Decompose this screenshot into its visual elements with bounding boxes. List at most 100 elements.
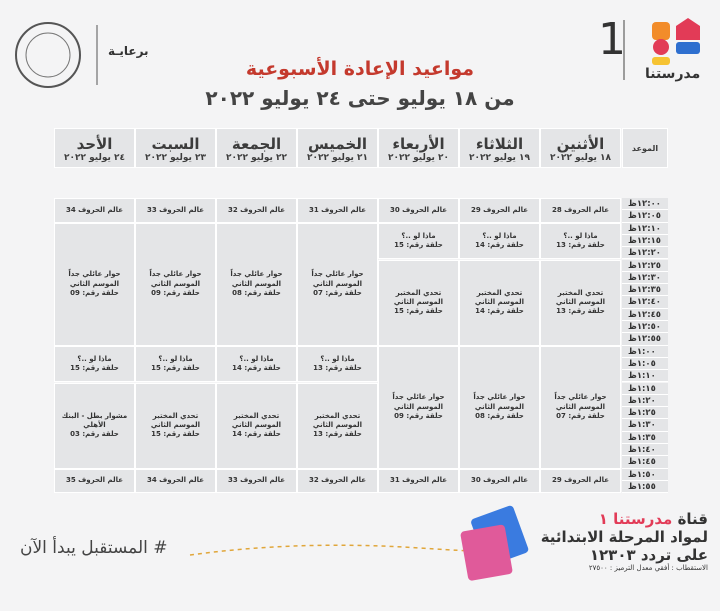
program-episode: حلقة رقم: 15 bbox=[70, 364, 119, 373]
program-episode: حلقة رقم: 14 bbox=[232, 364, 281, 373]
day-name: الأثنين bbox=[556, 135, 605, 153]
day-date: ٢٤ يوليو ٢٠٢٢ bbox=[64, 153, 125, 163]
program-title: عالم الحروف 32 bbox=[308, 476, 367, 485]
day-name: الأربعاء bbox=[392, 135, 445, 153]
channel-info: قناة مدرستنا ١ لمواد المرحلة الابتدائية … bbox=[541, 510, 708, 572]
specs: الاستقطاب : أفقي معدل الترميز : ٢٧٥٠٠ bbox=[588, 564, 708, 572]
program-title: ماذا لو ..؟ bbox=[320, 354, 355, 363]
program-cell: حوار عائلي جداً الموسم الثاني حلقة رقم: 0… bbox=[135, 222, 216, 346]
program-title: حوار عائلي جداً الموسم الثاني bbox=[554, 393, 607, 411]
day-header: الثلاثاء ١٩ يوليو ٢٠٢٢ bbox=[459, 128, 540, 168]
program-cell: ماذا لو ..؟ حلقة رقم: 13 bbox=[540, 222, 621, 260]
program-cell: مشوار بطل - البنك الأهلي حلقة رقم: 03 bbox=[54, 382, 135, 469]
program-title: عالم الحروف 34 bbox=[65, 205, 124, 214]
program-title: عالم الحروف 33 bbox=[146, 205, 205, 214]
day-header: الأربعاء ٢٠ يوليو ٢٠٢٢ bbox=[378, 128, 459, 168]
time-cell: ١٢:١٥ظ bbox=[622, 234, 668, 248]
program-episode: حلقة رقم: 13 bbox=[313, 430, 362, 439]
program-cell: عالم الحروف 33 bbox=[216, 468, 297, 494]
day-header: الأثنين ١٨ يوليو ٢٠٢٢ bbox=[540, 128, 621, 168]
time-cell: ١٢:٠٥ظ bbox=[622, 210, 668, 223]
program-cell: ماذا لو ..؟ حلقة رقم: 15 bbox=[378, 222, 459, 260]
program-cell: حوار عائلي جداً الموسم الثاني حلقة رقم: 0… bbox=[54, 222, 135, 346]
day-header: الخميس ٢١ يوليو ٢٠٢٢ bbox=[297, 128, 378, 168]
program-episode: حلقة رقم: 15 bbox=[394, 307, 443, 316]
program-cell: ماذا لو ..؟ حلقة رقم: 15 bbox=[135, 345, 216, 383]
program-episode: حلقة رقم: 15 bbox=[394, 241, 443, 250]
program-title: ماذا لو ..؟ bbox=[482, 231, 517, 240]
time-cell: ١:٠٠ظ bbox=[622, 345, 668, 358]
hashtag: # المستقبل يبدأ الآن bbox=[20, 538, 168, 558]
time-cell: ١:٣٥ظ bbox=[622, 431, 668, 444]
program-cell: ماذا لو ..؟ حلقة رقم: 15 bbox=[54, 345, 135, 383]
program-cell: ماذا لو ..؟ حلقة رقم: 13 bbox=[297, 345, 378, 383]
program-cell: عالم الحروف 31 bbox=[297, 198, 378, 223]
program-title: عالم الحروف 33 bbox=[227, 476, 286, 485]
day-name: الخميس bbox=[308, 135, 367, 153]
time-cell: ١:٥٥ظ bbox=[622, 480, 668, 494]
program-cell: تحدي المختبر الموسم الثاني حلقة رقم: 13 bbox=[540, 259, 621, 346]
channel-line: قناة مدرستنا ١ bbox=[541, 510, 708, 528]
day-date: ٢٢ يوليو ٢٠٢٢ bbox=[226, 153, 287, 163]
day-date: ٢٠ يوليو ٢٠٢٢ bbox=[388, 153, 449, 163]
time-cell: ١:٠٥ظ bbox=[622, 357, 668, 371]
program-title: تحدي المختبر الموسم الثاني bbox=[555, 288, 606, 306]
program-episode: حلقة رقم: 14 bbox=[475, 241, 524, 250]
program-cell: عالم الحروف 35 bbox=[54, 468, 135, 494]
program-episode: حلقة رقم: 13 bbox=[313, 364, 362, 373]
time-cell: ١٢:٣٥ظ bbox=[622, 284, 668, 297]
frequency: على تردد ١٢٣٠٣ bbox=[589, 546, 708, 564]
program-title: عالم الحروف 30 bbox=[470, 476, 529, 485]
time-cell: ١٢:٥٥ظ bbox=[622, 333, 668, 346]
program-episode: حلقة رقم: 09 bbox=[394, 411, 443, 420]
program-cell: عالم الحروف 30 bbox=[459, 468, 540, 494]
program-title: تحدي المختبر الموسم الثاني bbox=[393, 288, 444, 306]
program-title: حوار عائلي جداً الموسم الثاني bbox=[392, 393, 445, 411]
program-cell: عالم الحروف 29 bbox=[540, 468, 621, 494]
program-title: عالم الحروف 32 bbox=[227, 205, 286, 214]
program-cell: حوار عائلي جداً الموسم الثاني حلقة رقم: 0… bbox=[297, 222, 378, 346]
time-cell: ١٢:٤٥ظ bbox=[622, 308, 668, 321]
program-title: ماذا لو ..؟ bbox=[401, 231, 436, 240]
day-date: ٢١ يوليو ٢٠٢٢ bbox=[307, 153, 368, 163]
time-cell: ١:٤٠ظ bbox=[622, 444, 668, 457]
program-title: عالم الحروف 35 bbox=[65, 476, 124, 485]
time-cell: ١٢:١٠ظ bbox=[622, 222, 668, 235]
program-episode: حلقة رقم: 09 bbox=[151, 288, 200, 297]
program-episode: حلقة رقم: 03 bbox=[70, 430, 119, 439]
program-cell: حوار عائلي جداً الموسم الثاني حلقة رقم: 0… bbox=[216, 222, 297, 346]
program-cell: تحدي المختبر الموسم الثاني حلقة رقم: 15 bbox=[378, 259, 459, 346]
program-cell: تحدي المختبر الموسم الثاني حلقة رقم: 14 bbox=[216, 382, 297, 469]
channel-label: قناة bbox=[677, 510, 708, 528]
time-cell: ١:٢٠ظ bbox=[622, 394, 668, 408]
time-cell: ١٢:٠٠ظ bbox=[622, 198, 668, 211]
time-cell: ١:١٥ظ bbox=[622, 382, 668, 395]
program-title: عالم الحروف 34 bbox=[146, 476, 205, 485]
time-cell: ١٢:٤٠ظ bbox=[622, 296, 668, 309]
program-title: تحدي المختبر الموسم الثاني bbox=[312, 411, 363, 429]
program-episode: حلقة رقم: 09 bbox=[70, 288, 119, 297]
program-cell: عالم الحروف 34 bbox=[54, 198, 135, 223]
day-date: ١٩ يوليو ٢٠٢٢ bbox=[469, 153, 530, 163]
program-episode: حلقة رقم: 08 bbox=[475, 411, 524, 420]
program-cell: عالم الحروف 30 bbox=[378, 198, 459, 223]
program-cell: ماذا لو ..؟ حلقة رقم: 14 bbox=[216, 345, 297, 383]
time-cell: ١٢:٢٠ظ bbox=[622, 247, 668, 260]
day-name: السبت bbox=[151, 135, 200, 153]
channel-number: 1 bbox=[598, 14, 626, 65]
time-cell: ١:٢٥ظ bbox=[622, 407, 668, 420]
program-title: عالم الحروف 31 bbox=[389, 476, 448, 485]
subtitle: من ١٨ يوليو حتى ٢٤ يوليو ٢٠٢٢ bbox=[205, 86, 515, 110]
program-episode: حلقة رقم: 15 bbox=[151, 364, 200, 373]
program-cell: تحدي المختبر الموسم الثاني حلقة رقم: 15 bbox=[135, 382, 216, 469]
program-episode: حلقة رقم: 13 bbox=[556, 241, 605, 250]
program-title: ماذا لو ..؟ bbox=[563, 231, 598, 240]
program-title: مشوار بطل - البنك الأهلي bbox=[61, 411, 128, 429]
program-title: ماذا لو ..؟ bbox=[239, 354, 274, 363]
program-cell: حوار عائلي جداً الموسم الثاني حلقة رقم: 0… bbox=[459, 345, 540, 469]
program-title: حوار عائلي جداً الموسم الثاني bbox=[473, 393, 526, 411]
program-title: تحدي المختبر الموسم الثاني bbox=[150, 411, 201, 429]
program-title: حوار عائلي جداً الموسم الثاني bbox=[311, 270, 364, 288]
channel-subtitle: لمواد المرحلة الابتدائية bbox=[540, 528, 708, 546]
